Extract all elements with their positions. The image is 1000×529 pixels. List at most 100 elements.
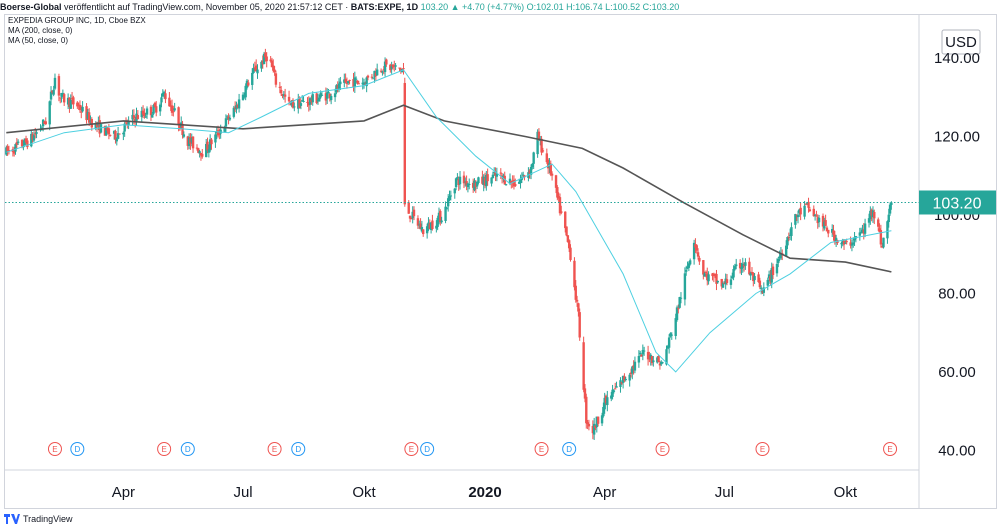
candle — [550, 171, 554, 181]
x-tick-label: Apr — [112, 484, 135, 501]
candle-body — [205, 143, 208, 158]
candle — [162, 90, 166, 99]
candle-body — [6, 146, 9, 152]
candle — [840, 241, 843, 249]
candle-body — [98, 120, 101, 134]
candle — [725, 274, 729, 286]
candle — [750, 267, 754, 275]
candle — [862, 223, 865, 240]
candle-body — [124, 121, 128, 123]
candle-body — [410, 217, 413, 220]
candle-body — [328, 93, 332, 99]
candle — [72, 95, 75, 109]
candle-body — [859, 231, 863, 234]
candle — [197, 147, 200, 154]
candle-body — [158, 104, 162, 112]
candle — [425, 223, 429, 239]
candle-body — [182, 134, 186, 137]
candle — [583, 384, 587, 403]
candle-body — [733, 266, 737, 270]
candle-body — [420, 227, 424, 232]
candle-body — [172, 111, 175, 113]
candle — [206, 137, 209, 154]
x-tick-label: Jul — [715, 484, 734, 501]
candle — [251, 68, 254, 90]
candle-body — [633, 361, 637, 371]
candle — [161, 89, 165, 98]
candle — [632, 360, 635, 375]
candle — [657, 354, 660, 363]
candle-body — [850, 244, 854, 246]
candle — [453, 187, 456, 199]
candle-body — [585, 396, 588, 424]
candle — [208, 134, 212, 153]
candle — [602, 402, 605, 418]
candle — [878, 223, 881, 233]
candle — [573, 257, 576, 291]
candle-body — [494, 171, 497, 176]
candle — [136, 110, 140, 120]
candle — [52, 85, 55, 97]
legend-instrument: EXPEDIA GROUP INC, 1D, Cboe BZX — [8, 16, 146, 25]
candle-body — [735, 264, 738, 267]
candle-body — [114, 130, 117, 140]
candle-body — [652, 360, 655, 363]
candle-body — [852, 242, 855, 245]
candle — [827, 229, 830, 238]
candle — [606, 390, 609, 412]
candle-body — [262, 53, 266, 65]
candle — [638, 350, 642, 357]
candle — [353, 71, 357, 93]
candle-body — [612, 390, 616, 392]
candle-body — [640, 354, 643, 357]
candle — [706, 267, 709, 286]
candle-body — [345, 82, 349, 84]
candle — [327, 88, 330, 94]
candle-body — [320, 94, 324, 96]
candle-body — [778, 256, 781, 258]
candle-body — [218, 133, 221, 136]
candle — [218, 128, 221, 140]
candle-body — [43, 121, 46, 124]
candle — [757, 271, 760, 283]
candle-body — [573, 260, 576, 288]
candle-body — [390, 66, 393, 69]
candle-body — [283, 94, 287, 97]
candle — [621, 375, 625, 389]
candle-body — [311, 94, 314, 103]
candle-body — [629, 372, 633, 375]
candle-body — [466, 183, 470, 188]
candle-body — [514, 183, 517, 187]
candle — [888, 202, 892, 216]
candle — [688, 258, 692, 266]
candle-body — [610, 395, 613, 399]
candle-body — [261, 60, 264, 65]
candle — [808, 206, 812, 212]
earnings-marker: E — [655, 442, 670, 456]
candle-body — [308, 98, 312, 105]
dividend-marker: D — [562, 442, 577, 456]
candle-body — [72, 97, 75, 105]
candle — [575, 295, 579, 307]
candle-body — [537, 131, 541, 141]
candle-body — [131, 114, 134, 120]
candle-body — [619, 380, 622, 387]
candle — [140, 106, 143, 122]
event-circle — [267, 442, 282, 456]
candle-body — [427, 222, 430, 229]
candle-body — [366, 75, 370, 78]
candle — [402, 62, 405, 75]
candle — [177, 106, 180, 132]
candle-body — [560, 211, 563, 213]
candle-body — [638, 352, 642, 355]
candle — [431, 214, 434, 231]
candle-body — [412, 209, 416, 217]
candle-body — [337, 83, 341, 90]
candle-body — [540, 138, 543, 153]
candle — [269, 56, 272, 63]
candle — [886, 220, 889, 244]
candle-body — [69, 99, 72, 109]
candle-body — [457, 179, 460, 186]
candle — [557, 192, 560, 203]
